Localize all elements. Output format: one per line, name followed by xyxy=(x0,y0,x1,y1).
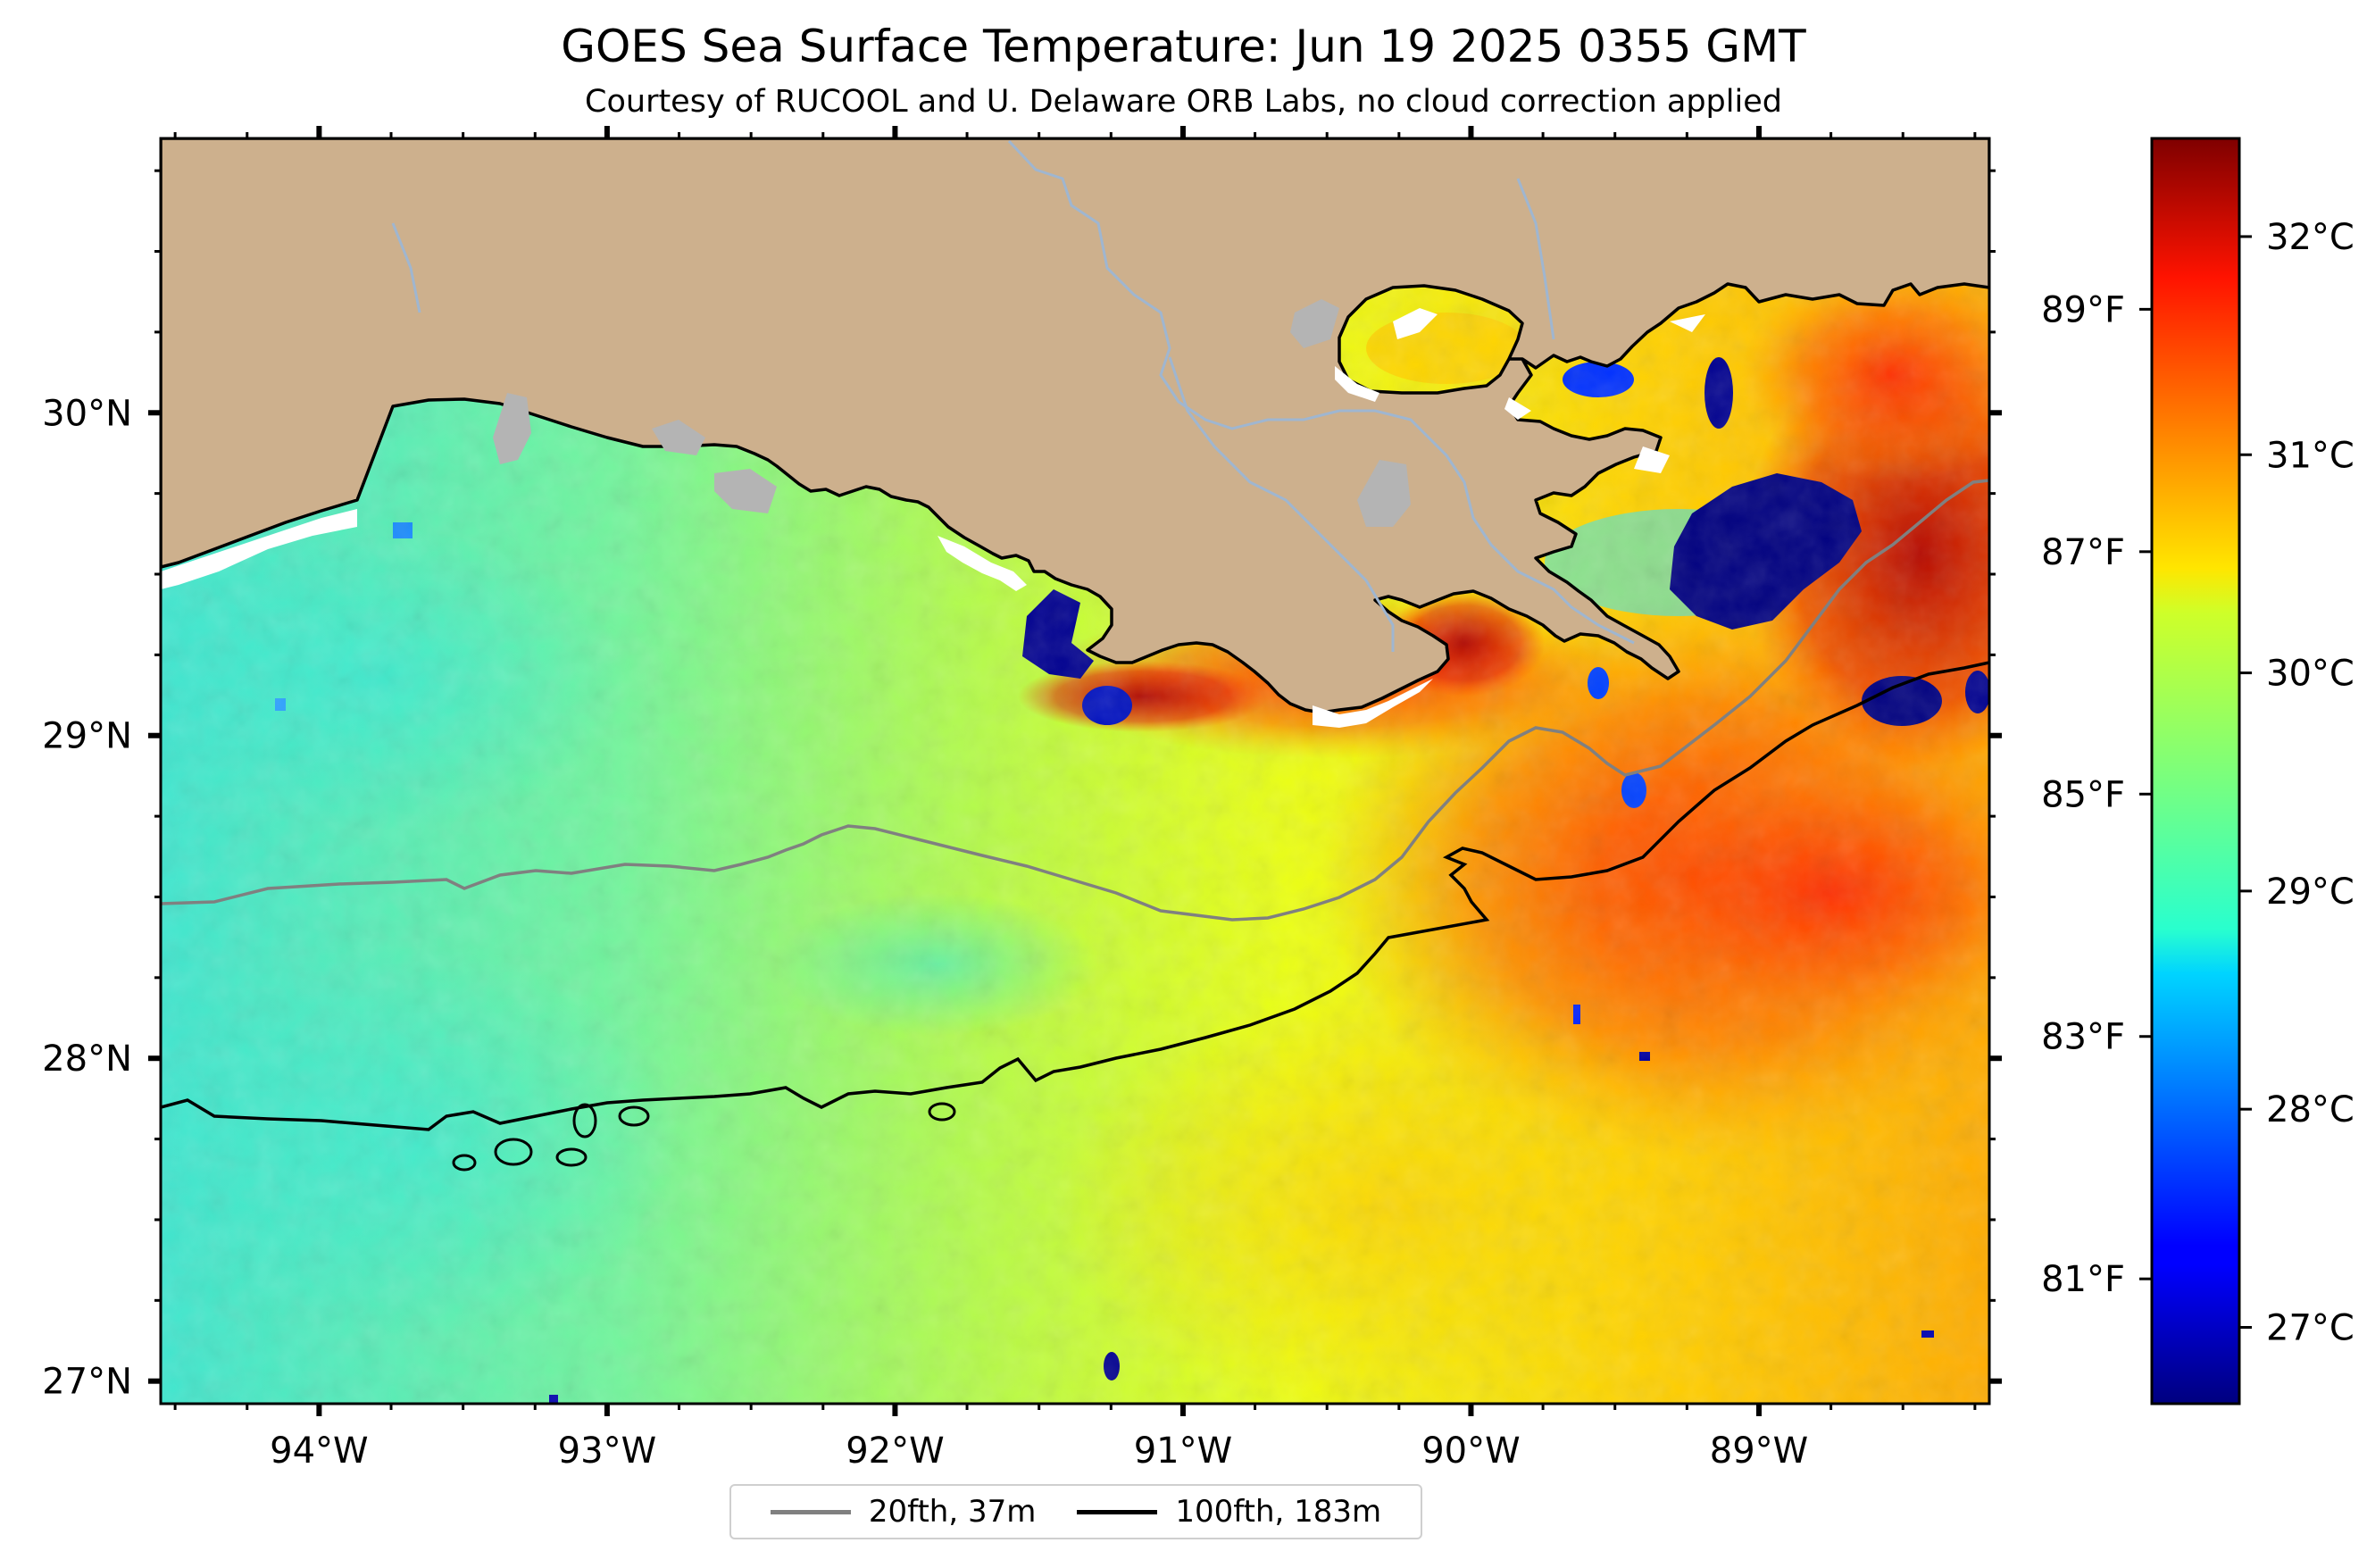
celsius-tick-label: 32°C xyxy=(2266,217,2354,258)
lakes xyxy=(493,299,1411,527)
lat-tick-label: 27°N xyxy=(42,1362,132,1403)
legend-swatch-20fth xyxy=(770,1509,851,1514)
celsius-tick-label: 29°C xyxy=(2266,872,2354,913)
fahrenheit-tick-label: 85°F xyxy=(2041,774,2125,815)
lat-tick-label: 28°N xyxy=(42,1038,132,1080)
contour-100fth xyxy=(161,661,1989,1131)
contour-islands xyxy=(452,1102,956,1172)
lat-tick-label: 30°N xyxy=(42,393,132,434)
chart-subtitle: Courtesy of RUCOOL and U. Delaware ORB L… xyxy=(585,84,1782,120)
legend-label-100fth: 100fth, 183m xyxy=(1175,1494,1382,1530)
fahrenheit-tick-label: 81°F xyxy=(2041,1259,2125,1300)
lon-tick-label: 91°W xyxy=(1134,1430,1232,1472)
lon-tick-label: 94°W xyxy=(270,1430,368,1472)
celsius-tick-label: 27°C xyxy=(2266,1307,2354,1348)
colorbar-frame xyxy=(2150,137,2241,1405)
celsius-tick-label: 31°C xyxy=(2266,435,2354,476)
land-mass xyxy=(161,138,1989,714)
lon-tick-label: 92°W xyxy=(846,1430,944,1472)
colorbar-gradient xyxy=(2152,138,2239,1404)
lon-tick-label: 89°W xyxy=(1710,1430,1808,1472)
colorbar-axes: 27°C 28°C 29°C 30°C 31°C 32°C 81°F 83°F 85°F 87°F… xyxy=(2041,217,2354,1349)
colorbar: 27°C 28°C 29°C 30°C 31°C 32°C 81°F 83°F 85°F 87°F… xyxy=(2041,137,2354,1405)
map-axes: 94°W 93°W 92°W 91°W 90°W 89°W 30°N 29°N 28°N 27°N xyxy=(42,126,2002,1472)
fahrenheit-tick-label: 89°F xyxy=(2041,289,2125,330)
chart-title: GOES Sea Surface Temperature: Jun 19 202… xyxy=(561,21,1806,72)
legend-label-20fth: 20fth, 37m xyxy=(868,1494,1037,1530)
rivers xyxy=(391,139,1635,652)
lon-tick-label: 90°W xyxy=(1421,1430,1520,1472)
fahrenheit-tick-label: 83°F xyxy=(2041,1017,2125,1058)
sst-field xyxy=(161,138,1989,1404)
celsius-tick-label: 30°C xyxy=(2266,654,2354,695)
legend: 20fth, 37m 100fth, 183m xyxy=(729,1484,1422,1539)
legend-item-100fth: 100fth, 183m xyxy=(1077,1494,1381,1530)
map-panel xyxy=(161,138,1989,1404)
map-frame xyxy=(159,137,1991,1405)
contour-20fth xyxy=(161,479,1989,922)
legend-item-20fth: 20fth, 37m xyxy=(770,1494,1037,1530)
legend-swatch-100fth xyxy=(1077,1509,1158,1514)
lon-tick-label: 93°W xyxy=(558,1430,656,1472)
lat-tick-label: 29°N xyxy=(42,716,132,757)
celsius-tick-label: 28°C xyxy=(2266,1089,2354,1130)
fahrenheit-tick-label: 87°F xyxy=(2041,532,2125,573)
